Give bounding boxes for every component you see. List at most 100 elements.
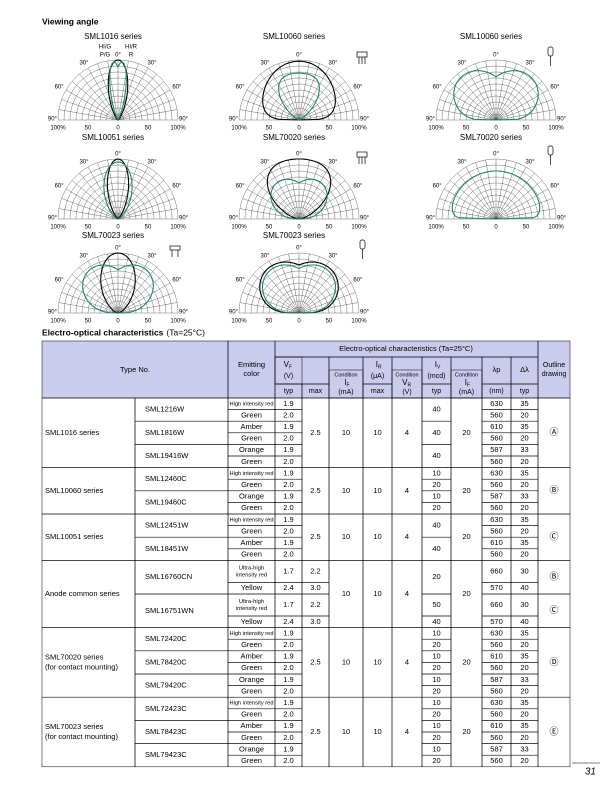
cell-text: 20 xyxy=(432,663,440,672)
cell-text: 20 xyxy=(462,589,470,598)
cell-text: typ xyxy=(520,388,529,395)
cell-text: 10 xyxy=(432,721,440,730)
cell-text: 10 xyxy=(342,428,350,437)
cell-text: Orange xyxy=(239,445,264,454)
grid-ray xyxy=(443,188,497,220)
grid-ray xyxy=(298,166,330,220)
axis-label: 90° xyxy=(48,310,58,316)
axis-label: 30° xyxy=(147,253,157,259)
grid-ray xyxy=(268,67,300,121)
grid-ray xyxy=(298,159,310,220)
grid-ray xyxy=(485,159,497,220)
cell-text: V xyxy=(437,364,441,370)
cell-text: 10 xyxy=(432,492,440,501)
table-cell xyxy=(41,696,136,768)
grid-ray xyxy=(79,172,119,220)
axis-label: 60° xyxy=(353,85,363,91)
axis-label: 30° xyxy=(525,159,535,165)
cell-text: 20 xyxy=(432,686,440,695)
cell-text: 2.5 xyxy=(310,657,320,666)
grid-ray xyxy=(298,67,330,121)
cell-text: 35 xyxy=(520,652,528,661)
cell-text: 570 xyxy=(490,583,503,592)
cell-text: SML72420C xyxy=(145,634,187,643)
cell-text: SML1816W xyxy=(145,428,185,437)
axis-label: 60° xyxy=(550,184,560,190)
pattern-curve xyxy=(109,61,127,121)
grid-ray xyxy=(298,253,310,314)
cell-text: Green xyxy=(241,457,262,466)
axis-label: HI/R xyxy=(125,45,138,51)
cell-text: (nm) xyxy=(489,388,503,395)
cell-text: SML19416W xyxy=(145,451,189,460)
grid-ray xyxy=(298,109,359,121)
cell-text: 560 xyxy=(490,526,503,535)
cell-text: 10 xyxy=(342,532,350,541)
cell-text: 40 xyxy=(432,405,440,414)
cell-text: 2.0 xyxy=(283,710,293,719)
cell-text: 40 xyxy=(432,521,440,530)
grid-ray xyxy=(298,180,346,220)
axis-label: 90° xyxy=(426,117,436,123)
cell-text: 10 xyxy=(373,486,381,495)
axis-label: 90° xyxy=(360,310,370,316)
axis-label: 90° xyxy=(48,216,58,222)
axis-label: 0 xyxy=(494,225,498,231)
pattern-curve xyxy=(266,158,332,220)
axis-label: 30° xyxy=(147,60,157,66)
cell-text: 630 xyxy=(490,698,503,707)
cell-text: 560 xyxy=(490,503,503,512)
cell-text: R xyxy=(408,382,412,388)
cell-text: 33 xyxy=(520,675,528,684)
pattern-curve xyxy=(100,252,136,314)
grid-ray xyxy=(117,253,129,314)
axis-label: 100% xyxy=(428,126,444,132)
cell-text: SML79423C xyxy=(145,750,187,759)
axis-label: 50 xyxy=(85,126,92,132)
cell-text: drawing xyxy=(542,371,567,378)
grid-ray xyxy=(117,99,175,121)
cell-text: 610 xyxy=(490,721,503,730)
grid-ray xyxy=(252,81,300,121)
cell-text: 20 xyxy=(432,503,440,512)
cell-text: 1.7 xyxy=(283,566,293,575)
cell-text: High intensity red xyxy=(230,701,274,707)
polar-diagram: SML1016 series 0° 30° 30° 60° 60° 90° 90° 100% 50… xyxy=(48,32,189,131)
axis-label: 0 xyxy=(494,126,498,132)
grid-ray xyxy=(278,256,300,314)
cell-text: 560 xyxy=(490,686,503,695)
grid-ray xyxy=(495,109,556,121)
cell-text: 630 xyxy=(490,628,503,637)
cell-text: 10 xyxy=(342,727,350,736)
cell-text: 2.4 xyxy=(283,583,293,592)
grid-ray xyxy=(495,198,553,220)
cell-text: 10 xyxy=(342,657,350,666)
grid-ray xyxy=(298,60,310,121)
grid-ray xyxy=(117,198,175,220)
axis-label: 30° xyxy=(260,253,270,259)
grid-ray xyxy=(58,109,119,121)
cell-text: 1.9 xyxy=(283,744,293,753)
axis-label: 90° xyxy=(179,310,189,316)
cell-text: 2.5 xyxy=(310,532,320,541)
cell-text: 20 xyxy=(520,410,528,419)
axis-label: 0° xyxy=(296,53,302,59)
cell-text: Δλ xyxy=(520,365,529,374)
grid-ray xyxy=(495,67,527,121)
axis-label: 0° xyxy=(115,53,121,59)
cell-text: 20 xyxy=(520,503,528,512)
cell-text: Condition xyxy=(395,372,418,378)
cell-text: Outline xyxy=(543,362,565,369)
cell-text: 2.0 xyxy=(283,410,293,419)
grid-ray xyxy=(436,109,497,121)
cell-text: Anode common series xyxy=(45,589,120,598)
axis-label: 60° xyxy=(55,85,65,91)
cell-text: 40 xyxy=(520,617,528,626)
grid-ray xyxy=(71,180,119,220)
grid-ray xyxy=(495,89,549,121)
cell-text: Ⓒ xyxy=(549,605,558,615)
cell-text: 1.9 xyxy=(283,675,293,684)
grid-ray xyxy=(246,89,300,121)
cell-text: SML10060 series xyxy=(45,486,104,495)
axis-label: 30° xyxy=(457,159,467,165)
